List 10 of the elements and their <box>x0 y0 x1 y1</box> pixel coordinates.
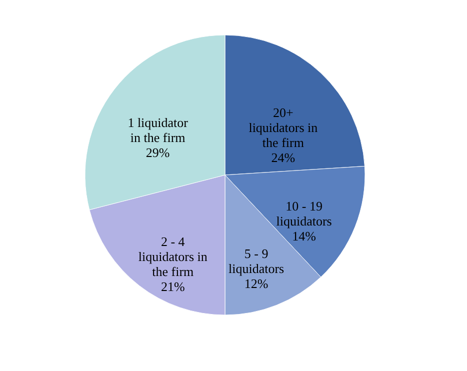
data-label: 12% <box>244 276 268 292</box>
data-label: 14% <box>292 228 316 244</box>
slice-label: 1 liquidator in the firm <box>128 114 189 145</box>
data-label: 21% <box>160 279 185 294</box>
data-label: 29% <box>146 144 170 160</box>
data-label: 24% <box>271 150 296 166</box>
slice-label: 20+ liquidators in the firm <box>248 105 318 150</box>
slice-label: 5 - 9 liquidators <box>228 246 284 276</box>
slice-label: 10 - 19 liquidators <box>276 198 332 228</box>
slice-label: 2 - 4 liquidators in the firm <box>138 234 208 280</box>
